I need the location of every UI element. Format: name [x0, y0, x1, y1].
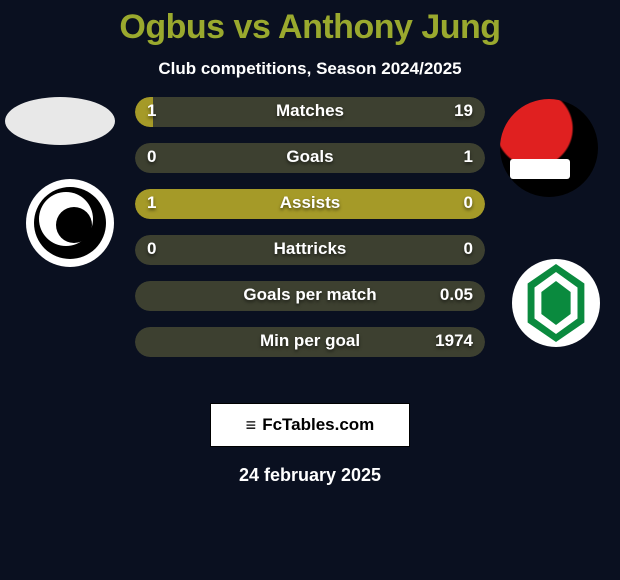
bar-value-right: 0.05 — [440, 285, 473, 305]
bar-track — [135, 143, 485, 173]
bar-value-right: 1974 — [435, 331, 473, 351]
bar-row: Assists10 — [135, 189, 485, 219]
bar-left-fill — [135, 189, 485, 219]
comparison-bars: Matches119Goals01Assists10Hattricks00Goa… — [135, 97, 485, 373]
bar-value-left: 0 — [147, 147, 156, 167]
bar-row: Min per goal 1974 — [135, 327, 485, 357]
bar-row: Hattricks00 — [135, 235, 485, 265]
bar-track — [135, 97, 485, 127]
werder-icon — [523, 264, 589, 342]
bar-right-fill — [135, 143, 485, 173]
watermark: ≡ FcTables.com — [210, 403, 410, 447]
bar-right-fill — [135, 281, 485, 311]
bar-value-right: 1 — [464, 147, 473, 167]
player-left-avatar — [5, 97, 115, 145]
bar-value-right: 19 — [454, 101, 473, 121]
date-label: 24 february 2025 — [0, 465, 620, 486]
bar-right-fill — [135, 327, 485, 357]
bar-right-fill — [135, 235, 485, 265]
bar-track — [135, 281, 485, 311]
bar-value-left: 0 — [147, 239, 156, 259]
watermark-icon: ≡ — [246, 415, 257, 436]
stats-area: Matches119Goals01Assists10Hattricks00Goa… — [0, 109, 620, 389]
bar-track — [135, 189, 485, 219]
club-right-badge — [512, 259, 600, 347]
bar-track — [135, 327, 485, 357]
club-left-badge — [26, 179, 114, 267]
bar-row: Goals01 — [135, 143, 485, 173]
freiburg-icon — [34, 187, 106, 259]
bar-value-left: 1 — [147, 193, 156, 213]
page-title: Ogbus vs Anthony Jung — [0, 0, 620, 47]
bar-row: Goals per match 0.05 — [135, 281, 485, 311]
subtitle: Club competitions, Season 2024/2025 — [0, 59, 620, 79]
bar-row: Matches119 — [135, 97, 485, 127]
bar-right-fill — [153, 97, 486, 127]
player-right-avatar — [500, 99, 598, 197]
bar-value-right: 0 — [464, 193, 473, 213]
bar-value-left: 1 — [147, 101, 156, 121]
watermark-text: FcTables.com — [262, 415, 374, 435]
bar-value-right: 0 — [464, 239, 473, 259]
bar-track — [135, 235, 485, 265]
